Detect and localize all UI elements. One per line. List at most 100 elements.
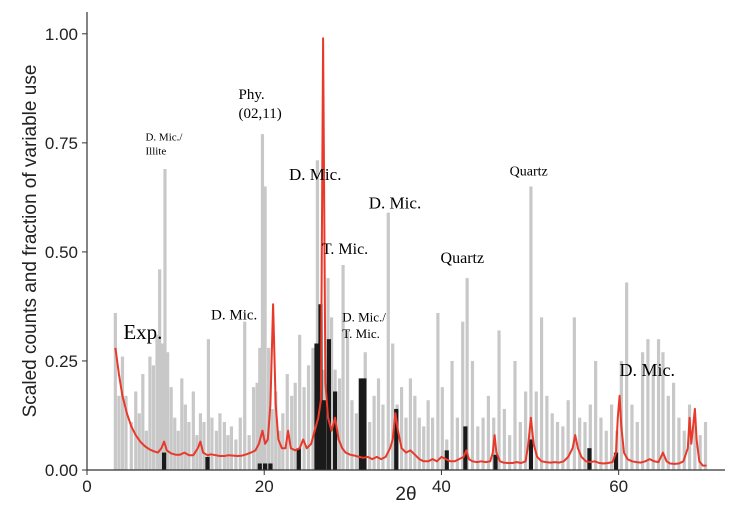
gray-bar-46 — [281, 413, 285, 470]
x-tick-label-2: 40 — [432, 477, 451, 496]
gray-bar-63 — [350, 400, 354, 470]
annotation-2-line-0: Phy. — [239, 87, 265, 103]
gray-bar-133 — [703, 422, 708, 470]
gray-bar-33 — [234, 439, 238, 470]
gray-bar-132 — [698, 435, 702, 470]
gray-bar-9 — [148, 356, 152, 470]
gray-bar-86 — [455, 417, 459, 470]
black-bar-5 — [296, 448, 301, 470]
y-tick-label-0: 0.00 — [45, 461, 78, 480]
gray-bar-19 — [180, 378, 184, 470]
gray-bar-100 — [529, 186, 533, 470]
gray-bar-3 — [124, 395, 128, 470]
annotation-6: Quartz — [441, 250, 485, 267]
gray-bar-78 — [417, 417, 421, 470]
gray-bar-1 — [117, 395, 121, 470]
annotation-2-line-1: (02,11) — [239, 106, 282, 122]
x-axis-title: 2θ — [395, 484, 416, 505]
gray-bar-118 — [625, 282, 629, 470]
gray-bar-113 — [599, 417, 603, 470]
y-axis-title: Scaled counts and fraction of variable u… — [20, 65, 41, 418]
gray-bar-109 — [578, 417, 582, 470]
gray-bar-42 — [267, 347, 271, 470]
gray-bar-82 — [436, 312, 440, 470]
gray-bar-87 — [461, 321, 465, 470]
gray-bar-128 — [677, 417, 681, 470]
gray-bar-121 — [640, 352, 645, 470]
gray-bar-34 — [238, 417, 242, 470]
red-line-series — [114, 37, 707, 467]
black-bar-0 — [161, 452, 167, 470]
black-bar-4 — [268, 463, 273, 470]
annotation-8: D. Mic. — [211, 308, 257, 324]
gray-bar-45 — [277, 430, 281, 470]
gray-bar-112 — [594, 360, 598, 470]
gray-bar-8 — [144, 430, 148, 470]
gray-bar-20 — [183, 404, 187, 470]
gray-bar-92 — [486, 395, 491, 470]
black-bar-9 — [326, 339, 332, 470]
annotation-0: Exp. — [123, 320, 162, 344]
black-bar-15 — [463, 426, 468, 470]
gray-bar-99 — [524, 391, 528, 470]
y-tick-label-2: 0.50 — [45, 243, 78, 262]
gray-bar-81 — [430, 417, 435, 470]
gray-bar-77 — [413, 395, 417, 470]
gray-bar-28 — [214, 430, 218, 470]
gray-bar-102 — [539, 317, 544, 470]
gray-bar-37 — [251, 387, 256, 470]
x-axis-ticks: 0 20 40 60 — [82, 470, 628, 496]
gray-bar-5 — [134, 391, 138, 470]
gray-bar-26 — [206, 339, 210, 470]
gray-bar-96 — [508, 435, 512, 470]
gray-bar-53 — [311, 347, 315, 470]
gray-bar-17 — [173, 417, 177, 470]
gray-bar-101 — [534, 391, 538, 470]
x-tick-label-0: 0 — [82, 477, 91, 496]
gray-bar-114 — [604, 430, 608, 470]
gray-bar-72 — [391, 343, 395, 470]
gray-bar-60 — [337, 378, 342, 470]
gray-bar-75 — [404, 417, 408, 470]
black-bar-10 — [333, 391, 338, 470]
gray-bar-48 — [290, 395, 294, 470]
gray-bar-83 — [440, 387, 444, 470]
gray-bar-126 — [666, 395, 670, 470]
gray-bar-44 — [274, 391, 278, 470]
gray-bar-97 — [513, 360, 517, 470]
gray-bar-51 — [302, 387, 306, 470]
black-bar-1 — [205, 456, 210, 470]
gray-bar-103 — [545, 395, 549, 470]
gray-bar-91 — [481, 417, 485, 470]
gray-bar-98 — [518, 422, 522, 470]
y-axis-ticks: 0.00 0.25 0.50 0.75 1.00 — [45, 25, 87, 480]
annotation-4-line-0: T. Mic. — [322, 241, 368, 258]
gray-bar-4 — [129, 422, 133, 470]
gray-bar-125 — [661, 352, 665, 470]
gray-bar-12 — [158, 269, 162, 470]
gray-bar-122 — [646, 339, 650, 470]
gray-bar-41 — [263, 186, 267, 470]
black-bar-12 — [362, 378, 367, 470]
gray-bar-124 — [656, 339, 661, 470]
gray-bar-32 — [229, 426, 234, 470]
annotation-0-line-0: Exp. — [123, 320, 162, 344]
black-bar-17 — [528, 439, 534, 470]
annotation-9-line-1: T. Mic. — [342, 326, 380, 341]
black-bar-2 — [257, 463, 262, 470]
annotation-4: T. Mic. — [322, 241, 368, 258]
gray-bar-47 — [285, 374, 289, 470]
gray-bar-15 — [166, 352, 170, 470]
gray-bar-131 — [693, 417, 697, 470]
gray-bar-61 — [341, 264, 345, 470]
x-tick-label-3: 60 — [609, 477, 628, 496]
annotation-3-line-0: D. Mic. — [289, 165, 341, 184]
gray-bar-69 — [376, 378, 381, 470]
x-tick-label-1: 20 — [255, 477, 274, 496]
gray-bar-52 — [306, 365, 311, 470]
black-bar-16 — [493, 454, 498, 470]
annotation-5: D. Mic. — [369, 193, 421, 212]
black-bar-11 — [358, 378, 363, 470]
